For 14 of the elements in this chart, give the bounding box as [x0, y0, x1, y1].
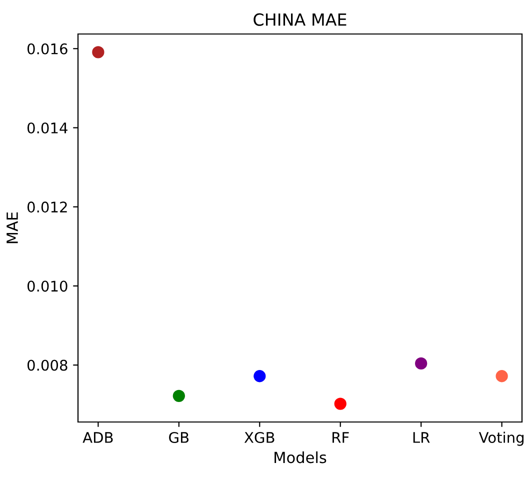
y-axis-title: MAE: [6, 212, 18, 244]
x-tick-label: LR: [413, 432, 430, 443]
chart-title: CHINA MAE: [254, 13, 346, 26]
x-axis-title: Models: [274, 451, 326, 464]
x-tick-label: XGB: [244, 432, 274, 444]
y-tick-label: 0.012: [27, 202, 67, 213]
y-tick-label: 0.008: [27, 360, 68, 371]
x-tick-label: RF: [332, 432, 349, 443]
x-tick-label: GB: [169, 432, 189, 444]
y-tick-label: 0.010: [27, 280, 68, 292]
y-tick-label: 0.016: [27, 43, 68, 54]
x-tick-label: Voting: [478, 432, 524, 446]
x-tick-label: ADB: [82, 432, 113, 443]
y-tick-label: 0.014: [27, 122, 68, 134]
